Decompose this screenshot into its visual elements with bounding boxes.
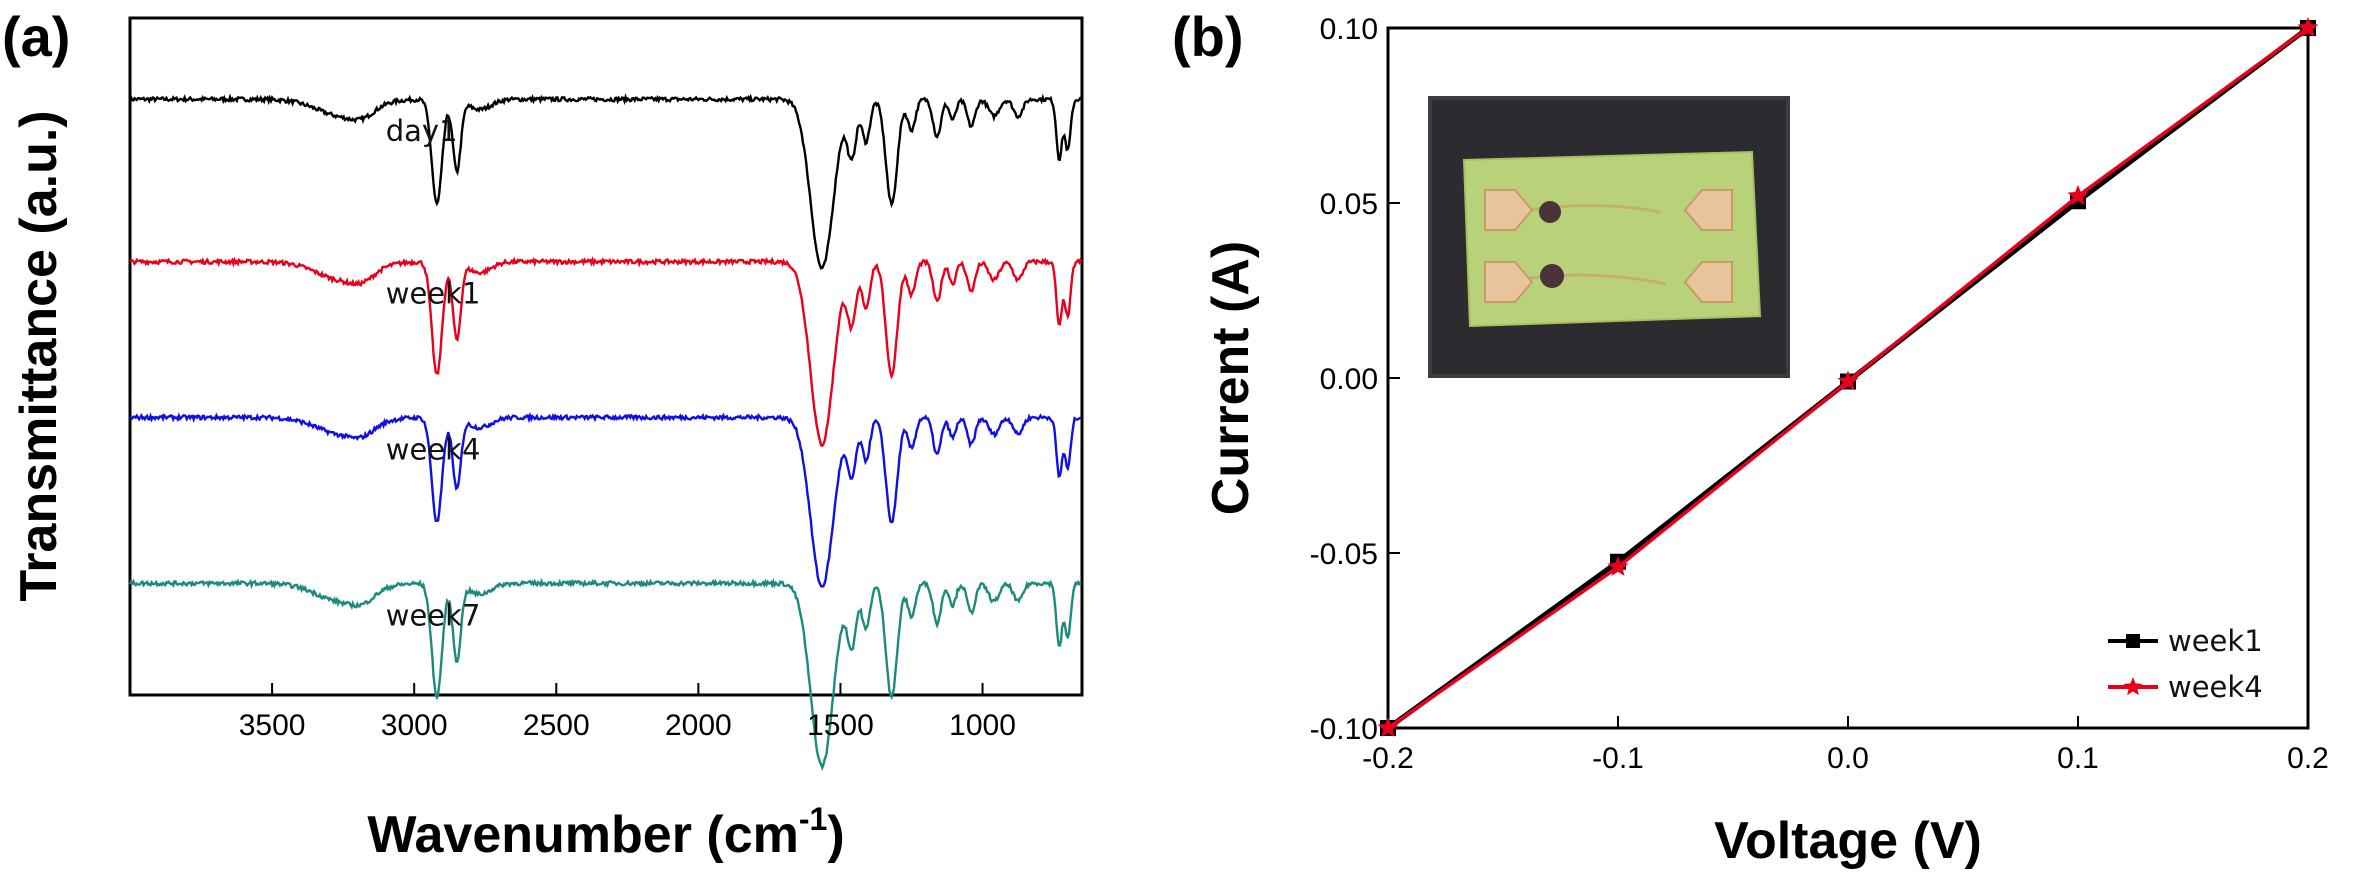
legend-label-week4: week4 [2168,670,2263,704]
panel-b-x-tick-label: -0.2 [1362,742,1414,775]
panel-b-y-tick-label: 0.00 [1320,363,1378,396]
panel-a-x-axis-title-superscript: -1 [799,801,827,837]
panel-a-plot-frame [128,16,1084,697]
sensing-dot-top [1539,201,1561,223]
electrode-pad-bottom-left [1484,261,1534,303]
electrode-pad-bottom-right [1683,261,1733,303]
panel-a-x-axis-title: Wavenumber (cm-1) [367,801,844,864]
curve-label-week4: week4 [386,432,481,466]
legend-label-week1: week1 [2168,624,2263,658]
panel-b-y-tick-label: 0.10 [1320,13,1378,46]
spectrum-line-week7 [128,577,1082,771]
panel-b-y-axis-title: Current (A) [1202,241,1260,515]
panel-a-x-tick-label: 3000 [381,709,448,742]
inset-device-photo [1428,96,1790,378]
panel-b-x-tick-label: 0.0 [1827,742,1869,775]
panel-a-x-axis-title-close: ) [827,806,844,864]
panel-a-x-tick-label: 1000 [949,709,1016,742]
curve-label-week7: week7 [386,598,481,632]
sensing-dot-bottom [1540,264,1564,288]
legend-marker-week1 [2126,634,2140,648]
panel-b-iv-chart: (b) -0.2 -0.1 0.0 0.1 0.2 -0.10 -0.05 0.00 0.05 0… [1172,5,2329,870]
electrode-pad-top-left [1484,189,1534,231]
panel-a-x-axis-title-main: Wavenumber (cm [367,806,799,864]
panel-a-label: (a) [2,5,70,68]
data-point-week4 [1607,556,1629,576]
panel-a-x-tick-label: 3500 [239,709,306,742]
panel-b-label: (b) [1172,5,1244,68]
panel-b-x-axis-title: Voltage (V) [1714,812,1982,870]
panel-a-x-ticks: 3500 3000 2500 2000 1500 1000 [239,683,1016,742]
spectrum-line-week1 [129,256,1083,447]
data-point-week4 [1377,717,1399,737]
curve-label-week1: week1 [386,277,481,311]
panel-b-legend: week1 week4 [2108,624,2263,704]
panel-b-x-tick-label: 0.2 [2287,742,2329,775]
curve-label-day1: day1 [386,114,458,148]
panel-a-x-tick-label: 2000 [665,709,732,742]
data-point-week4 [2067,185,2089,205]
panel-b-y-tick-label: -0.05 [1310,538,1378,571]
panel-a-curve-labels: day1 week1 week4 week7 [386,114,481,632]
electrode-pad-top-right [1683,189,1733,231]
panel-a-ftir-chart: (a) 3500 3000 2500 2000 1500 1000 day1 week1 we… [2,5,1084,864]
data-point-week4 [2297,17,2319,37]
legend-marker-week4 [2123,677,2143,696]
spectrum-line-week4 [129,411,1082,588]
data-point-week4 [1837,370,1859,391]
panel-a-spectra [128,93,1083,771]
panel-b-y-tick-label: 0.05 [1320,188,1378,221]
panel-b-x-tick-label: 0.1 [2057,742,2099,775]
panel-a-x-tick-label: 1500 [807,709,874,742]
panel-b-y-tick-label: -0.10 [1310,713,1378,746]
panel-b-series [1377,17,2319,737]
panel-a-y-axis-title: Transmittance (a.u.) [10,110,68,601]
panel-b-x-tick-label: -0.1 [1592,742,1644,775]
panel-a-x-tick-label: 2500 [523,709,590,742]
spectrum-line-day1 [128,93,1082,270]
panel-b-ticks: -0.2 -0.1 0.0 0.1 0.2 -0.10 -0.05 0.00 0.05 0.10 [1310,13,2329,775]
